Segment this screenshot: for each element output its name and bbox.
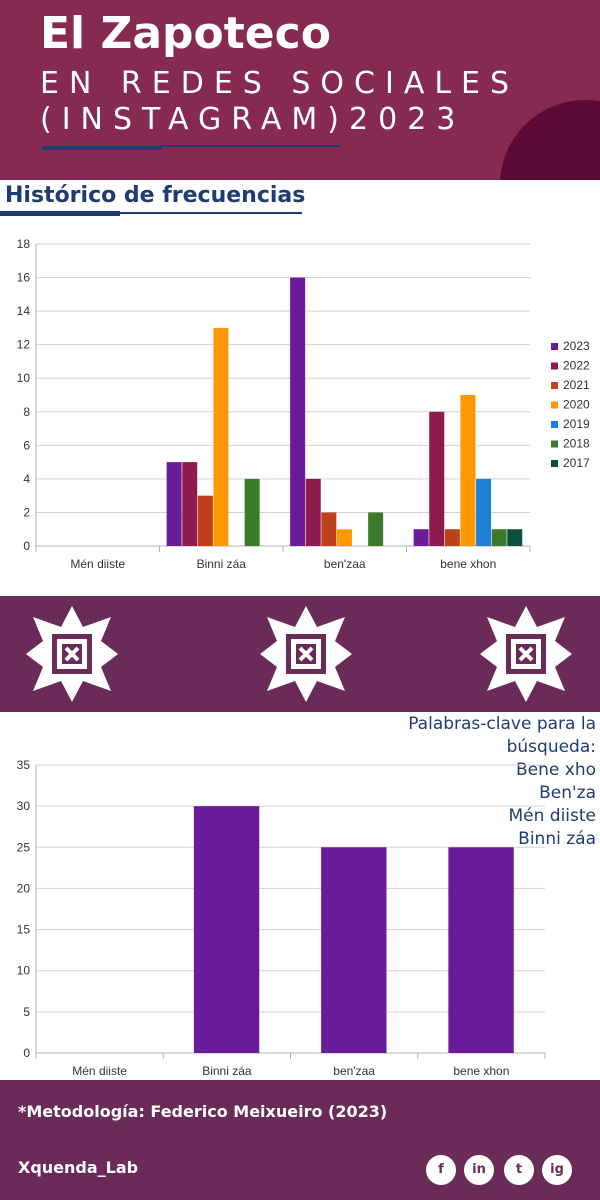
zapotec-star-icon xyxy=(480,606,572,702)
keyword-item: Binni záa xyxy=(518,829,596,849)
footer: *Metodología: Federico Meixueiro (2023) … xyxy=(0,1080,600,1200)
y-tick-label: 10 xyxy=(17,964,31,978)
bar-2022 xyxy=(429,411,445,546)
bar-2021 xyxy=(444,529,460,546)
legend-label: 2022 xyxy=(563,359,590,373)
legend-swatch xyxy=(551,362,558,370)
x-tick-label: Binni záa xyxy=(197,557,247,571)
x-tick-label: Mén diiste xyxy=(70,557,125,571)
y-tick-label: 12 xyxy=(17,338,31,352)
linkedin-icon[interactable]: in xyxy=(464,1155,494,1185)
y-tick-label: 4 xyxy=(23,472,30,486)
bar-2020 xyxy=(460,395,476,546)
x-tick-label: bene xhon xyxy=(440,557,496,571)
y-tick-label: 30 xyxy=(17,799,31,813)
bar-2018 xyxy=(368,512,384,546)
y-tick-label: 2 xyxy=(23,505,30,519)
page-subtitle-line2: (INSTAGRAM)2023 xyxy=(40,102,466,137)
bar-2022 xyxy=(305,478,321,546)
bar-Total xyxy=(193,806,260,1053)
bar-2018 xyxy=(491,529,507,546)
section-underline xyxy=(0,211,120,216)
y-tick-label: 6 xyxy=(23,438,30,452)
facebook-icon[interactable]: f xyxy=(426,1155,456,1185)
frequency-history-chart: 0 2 4 6 8 10 12 14 16 18 Mén diiste Binni záa ben'za… xyxy=(17,237,590,571)
y-tick-label: 18 xyxy=(17,237,31,251)
bar-2020 xyxy=(336,529,352,546)
total-frequency-chart: 0 5 10 15 20 25 30 35 Mén diiste Binni záa ben'zaa… xyxy=(17,758,546,1078)
bar-Total xyxy=(448,847,514,1053)
decorative-circle xyxy=(500,100,600,180)
instagram-icon[interactable]: ig xyxy=(542,1155,572,1185)
y-tick-label: 14 xyxy=(17,304,31,318)
y-tick-label: 0 xyxy=(23,1046,30,1060)
legend-label: 2023 xyxy=(563,339,590,353)
legend-swatch xyxy=(551,343,558,350)
keywords-heading: Palabras-clave para la búsqueda: xyxy=(408,714,596,757)
brand-name: Xquenda_Lab xyxy=(18,1158,139,1177)
bar-Total xyxy=(321,847,387,1053)
legend-swatch xyxy=(551,401,558,409)
y-tick-label: 0 xyxy=(23,539,30,553)
legend-label: 2020 xyxy=(563,398,590,412)
x-tick-label: ben'zaa xyxy=(324,557,366,571)
header-banner: El Zapoteco EN REDES SOCIALES (INSTAGRAM… xyxy=(0,0,600,180)
x-tick-label: Mén diiste xyxy=(72,1064,127,1078)
twitter-icon[interactable]: t xyxy=(504,1155,534,1185)
bar-2023 xyxy=(413,529,429,546)
legend-label: 2019 xyxy=(563,417,590,431)
y-tick-label: 35 xyxy=(17,758,31,772)
section-underline-thin xyxy=(120,212,302,214)
section-title: Histórico de frecuencias xyxy=(5,183,306,208)
title-underline xyxy=(42,146,162,150)
bar-2022 xyxy=(182,462,198,546)
page-subtitle-line1: EN REDES SOCIALES xyxy=(40,66,520,101)
search-keywords: Palabras-clave para la búsqueda: Bene xh… xyxy=(346,713,596,851)
methodology-note: *Metodología: Federico Meixueiro (2023) xyxy=(18,1102,388,1121)
bar-2023 xyxy=(290,277,306,546)
y-tick-label: 15 xyxy=(17,923,31,937)
y-tick-label: 5 xyxy=(23,1005,30,1019)
bar-2018 xyxy=(244,478,260,546)
keyword-item: Mén diiste xyxy=(508,806,596,826)
legend-label: 2018 xyxy=(563,437,590,451)
bar-2021 xyxy=(321,512,337,546)
x-tick-label: Binni záa xyxy=(202,1064,252,1078)
legend-label: 2017 xyxy=(563,456,590,470)
bar-2020 xyxy=(213,327,229,546)
keyword-item: Ben'za xyxy=(539,783,596,803)
legend-swatch xyxy=(551,460,558,467)
x-tick-label: ben'zaa xyxy=(333,1064,375,1078)
bar-2021 xyxy=(197,495,213,546)
legend-label: 2021 xyxy=(563,378,590,392)
legend-swatch xyxy=(551,382,558,389)
legend-swatch xyxy=(551,440,558,448)
page-title: El Zapoteco xyxy=(40,8,331,59)
zapotec-star-icon xyxy=(260,606,352,702)
legend-swatch xyxy=(551,421,558,428)
y-tick-label: 16 xyxy=(17,271,31,285)
title-underline-thin xyxy=(160,145,340,147)
bar-2023 xyxy=(166,462,182,546)
y-tick-label: 10 xyxy=(17,371,31,385)
y-tick-label: 8 xyxy=(23,405,30,419)
bar-2017 xyxy=(507,529,523,546)
x-tick-label: bene xhon xyxy=(453,1064,509,1078)
bar-2019 xyxy=(476,478,492,546)
y-tick-label: 20 xyxy=(17,881,31,895)
y-tick-label: 25 xyxy=(17,840,31,854)
zapotec-star-icon xyxy=(26,606,118,702)
decorative-band xyxy=(0,596,600,712)
